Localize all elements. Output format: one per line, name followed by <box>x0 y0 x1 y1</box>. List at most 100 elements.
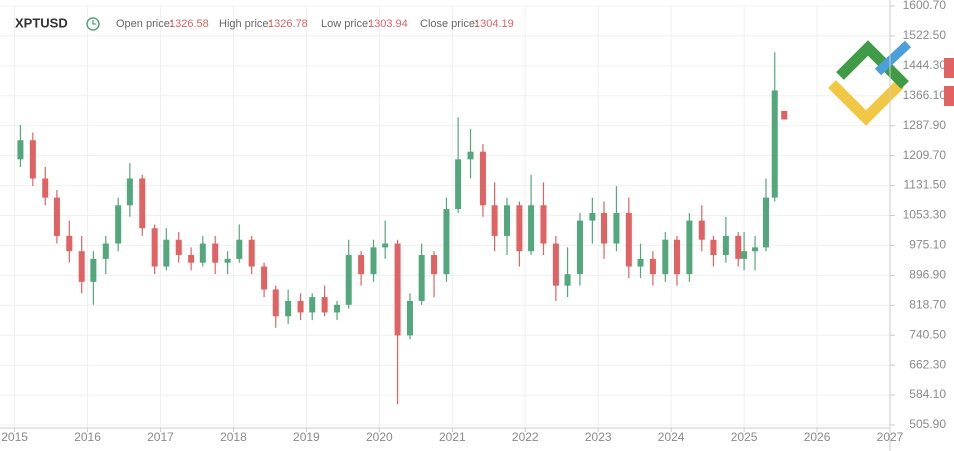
candle-body <box>673 239 680 275</box>
candle-body <box>285 300 292 317</box>
x-tick-label: 2020 <box>366 430 393 444</box>
candle-body <box>53 197 60 236</box>
info-value: 1326.58 <box>169 18 209 30</box>
y-tick-label: 505.90 <box>909 417 946 431</box>
candle-body <box>455 159 462 210</box>
info-label: Close price: <box>420 18 478 30</box>
candle-body <box>236 239 243 259</box>
candle-body <box>309 297 316 313</box>
x-tick-label: 2015 <box>1 430 28 444</box>
info-value: 1326.78 <box>268 18 308 30</box>
candle-body <box>139 178 146 229</box>
candle-body <box>735 235 742 259</box>
candle-body <box>576 220 583 275</box>
y-tick-label: 818.70 <box>909 297 946 311</box>
candle-body <box>334 304 341 313</box>
candle-body <box>272 289 279 317</box>
candle-body <box>479 151 486 206</box>
info-value: 1304.19 <box>474 18 514 30</box>
candle-body <box>261 266 268 290</box>
candle-body <box>698 220 705 240</box>
candle-body <box>66 235 73 252</box>
x-tick-label: 2025 <box>731 430 758 444</box>
logo-shape <box>828 80 904 126</box>
y-tick-label: 1600.70 <box>903 0 947 12</box>
candle-body <box>516 205 523 252</box>
x-tick-label: 2026 <box>804 430 831 444</box>
clock-icon <box>92 20 96 25</box>
candle-body <box>102 243 109 259</box>
candle-body <box>78 251 85 282</box>
y-tick-label: 1209.70 <box>903 148 947 162</box>
candle-body <box>741 251 748 259</box>
info-label: Open price: <box>116 18 173 30</box>
candle-body <box>115 205 122 244</box>
candle-body <box>637 258 644 267</box>
y-tick-label: 1444.30 <box>903 58 947 72</box>
candle-body <box>151 228 158 267</box>
candle-body <box>781 110 788 120</box>
candle-body <box>224 258 231 263</box>
candle-body <box>17 140 24 160</box>
candle-body <box>589 212 596 221</box>
info-value: 1303.94 <box>368 18 408 30</box>
candle-body <box>662 239 669 275</box>
candle-body <box>199 243 206 263</box>
y-tick-label: 1522.50 <box>903 28 947 42</box>
candle-body <box>443 209 450 275</box>
price-badge <box>944 86 954 106</box>
candle-body <box>649 258 656 275</box>
y-tick-label: 584.10 <box>909 387 946 401</box>
candle-body <box>394 243 401 336</box>
y-tick-label: 662.30 <box>909 357 946 371</box>
candle-body <box>601 212 608 244</box>
candle-body <box>370 247 377 275</box>
candle-body <box>358 255 365 275</box>
candle-body <box>431 255 438 275</box>
candle-body <box>90 258 97 282</box>
symbol: XPTUSD <box>15 15 68 30</box>
info-label: Low price: <box>321 18 371 30</box>
candles <box>17 52 788 405</box>
x-tick-label: 2016 <box>74 430 101 444</box>
price-badge <box>944 58 954 78</box>
logo <box>828 40 912 126</box>
candle-body <box>42 178 49 198</box>
candle-body <box>625 212 632 267</box>
candle-body <box>491 205 498 236</box>
candle-body <box>686 220 693 275</box>
info-label: High price: <box>219 18 272 30</box>
candle-body <box>564 274 571 286</box>
x-tick-label: 2021 <box>439 430 466 444</box>
candle-body <box>762 197 769 248</box>
candle-body <box>540 205 547 244</box>
candle-body <box>297 300 304 313</box>
candle-body <box>212 243 219 263</box>
candle-body <box>321 297 328 313</box>
logo-shape <box>874 40 912 76</box>
candle-body <box>467 151 474 160</box>
x-tick-label: 2019 <box>293 430 320 444</box>
y-tick-label: 1053.30 <box>903 208 947 222</box>
x-tick-label: 2023 <box>585 430 612 444</box>
y-tick-label: 896.90 <box>909 268 946 282</box>
x-tick-label: 2024 <box>658 430 685 444</box>
y-tick-label: 740.50 <box>909 327 946 341</box>
clock-icon[interactable] <box>86 17 100 31</box>
candle-body <box>126 178 133 206</box>
candle-body <box>406 300 413 336</box>
candle-body <box>722 235 729 256</box>
y-tick-label: 1287.90 <box>903 118 947 132</box>
y-tick-label: 1366.10 <box>903 88 947 102</box>
x-tick-label: 2017 <box>147 430 174 444</box>
y-tick-label: 1131.50 <box>904 178 947 192</box>
candle-body <box>771 90 778 198</box>
candle-body <box>175 239 182 256</box>
candle-body <box>188 255 195 263</box>
candle-body <box>418 255 425 301</box>
x-tick-label: 2018 <box>220 430 247 444</box>
candle-body <box>528 205 535 252</box>
candle-body <box>29 140 36 179</box>
